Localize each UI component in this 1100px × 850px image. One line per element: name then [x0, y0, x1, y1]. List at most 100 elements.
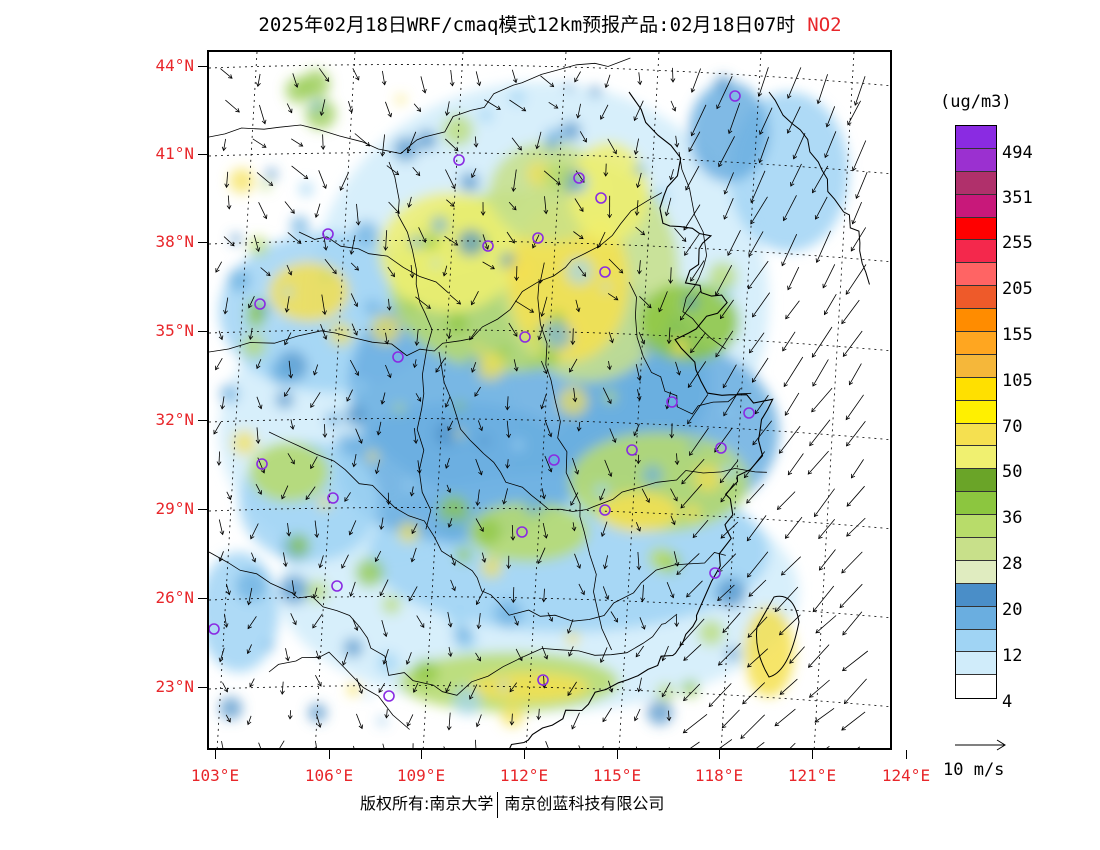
wind-arrow — [661, 645, 669, 662]
wind-vectors — [213, 67, 869, 748]
pollution-speck — [290, 215, 310, 235]
lon-tick — [524, 750, 525, 759]
wind-reference-arrow — [955, 739, 1006, 751]
wind-arrow — [783, 356, 804, 388]
wind-arrow — [826, 745, 830, 748]
wind-arrow — [444, 457, 450, 469]
wind-arrow — [310, 392, 321, 408]
colorbar-label: 105 — [1002, 371, 1033, 391]
wind-arrow — [842, 330, 863, 358]
wind-arrow — [291, 580, 297, 597]
colorbar-label: 351 — [1002, 188, 1033, 208]
wind-arrow — [225, 714, 231, 723]
lat-label: 29°N — [155, 499, 194, 518]
wind-arrow — [535, 131, 542, 150]
city-marker — [573, 172, 585, 184]
wind-arrow — [665, 391, 671, 410]
wind-arrow — [221, 138, 227, 152]
wind-arrow — [280, 681, 285, 695]
city-markers — [209, 90, 755, 702]
wind-arrow — [715, 265, 733, 297]
lon-label: 121°E — [787, 766, 837, 785]
colorbar-label: 36 — [1002, 508, 1023, 528]
pollution-speck — [565, 82, 574, 92]
wind-arrow — [690, 68, 701, 93]
wind-arrow — [386, 298, 392, 311]
wind-arrow — [318, 67, 330, 83]
wind-arrow — [574, 71, 581, 83]
colorbar-cell — [956, 171, 996, 195]
wind-arrow — [220, 68, 233, 79]
wind-arrow — [447, 420, 454, 432]
pollution-speck — [509, 89, 526, 106]
wind-arrow — [223, 236, 235, 247]
map-panel[interactable] — [207, 50, 892, 750]
wind-arrow — [447, 330, 452, 340]
wind-arrow — [852, 140, 867, 172]
wind-arrow — [839, 583, 863, 609]
wind-arrow — [380, 134, 386, 157]
wind-arrow — [813, 488, 835, 518]
latitude-line — [209, 240, 890, 263]
wind-arrow — [223, 297, 229, 315]
pollution-speck — [397, 521, 420, 544]
wind-arrow — [447, 646, 453, 658]
wind-arrow — [719, 739, 733, 748]
wind-arrow — [312, 587, 318, 599]
wind-arrow — [475, 714, 482, 728]
wind-arrow — [579, 131, 587, 143]
city-marker — [519, 331, 531, 343]
wind-arrow — [600, 521, 608, 537]
wind-arrow — [784, 516, 803, 539]
wind-arrow — [570, 492, 579, 506]
wind-arrow — [635, 172, 642, 189]
wind-arrow — [247, 616, 257, 630]
wind-arrow — [538, 262, 545, 284]
wind-arrow — [543, 170, 561, 185]
wind-arrow — [687, 394, 709, 425]
wind-arrow — [225, 99, 240, 113]
wind-arrow — [577, 266, 587, 277]
wind-arrow — [287, 710, 293, 720]
title-main: 2025年02月18日WRF/cmaq模式12km预报产品:02月18日07时 — [258, 14, 796, 36]
wind-arrow — [475, 652, 481, 662]
wind-arrow — [355, 203, 361, 226]
wind-arrow — [444, 235, 459, 246]
lat-label: 23°N — [155, 677, 194, 696]
wind-arrow — [355, 428, 363, 444]
wind-arrow — [540, 360, 548, 375]
wind-arrow — [469, 684, 478, 700]
wind-arrow — [567, 681, 577, 697]
wind-arrow — [540, 75, 555, 88]
wind-arrow — [811, 387, 833, 413]
pollution-speck — [347, 682, 361, 697]
wind-arrow — [445, 138, 459, 152]
wind-arrow — [674, 228, 687, 242]
taiwan-coast — [756, 595, 800, 678]
wind-arrow — [352, 68, 360, 81]
pollution-speck — [219, 384, 239, 404]
pollution-speck — [453, 625, 473, 645]
wind-arrow — [683, 204, 701, 231]
pollution-speck — [241, 333, 266, 358]
wind-arrow — [350, 262, 360, 271]
pollution-speck — [601, 282, 611, 292]
wind-arrow — [351, 323, 358, 336]
wind-arrow — [757, 67, 769, 97]
pollution-speck — [455, 546, 472, 563]
pollution-speck — [603, 390, 617, 404]
wind-arrow — [842, 611, 863, 636]
wind-arrow — [670, 515, 676, 526]
wind-arrow — [445, 169, 456, 190]
wind-arrow — [608, 680, 614, 693]
province-borders — [209, 57, 870, 748]
pollution-speck — [328, 321, 354, 347]
wind-arrow — [226, 491, 232, 501]
wind-arrow — [284, 201, 295, 214]
wind-arrow — [635, 226, 646, 236]
lat-label: 38°N — [155, 232, 194, 251]
pollution-speck — [507, 257, 535, 285]
wind-arrow — [319, 99, 326, 117]
wind-arrow — [607, 138, 617, 155]
wind-arrow — [717, 642, 741, 666]
